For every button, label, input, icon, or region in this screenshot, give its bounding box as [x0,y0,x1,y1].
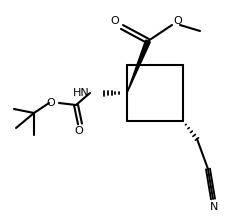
Text: O: O [74,126,83,136]
Text: O: O [173,16,182,26]
Polygon shape [126,40,150,93]
Text: O: O [110,16,119,26]
Text: N: N [209,202,217,212]
Text: O: O [46,98,55,108]
Text: HN: HN [73,88,90,98]
